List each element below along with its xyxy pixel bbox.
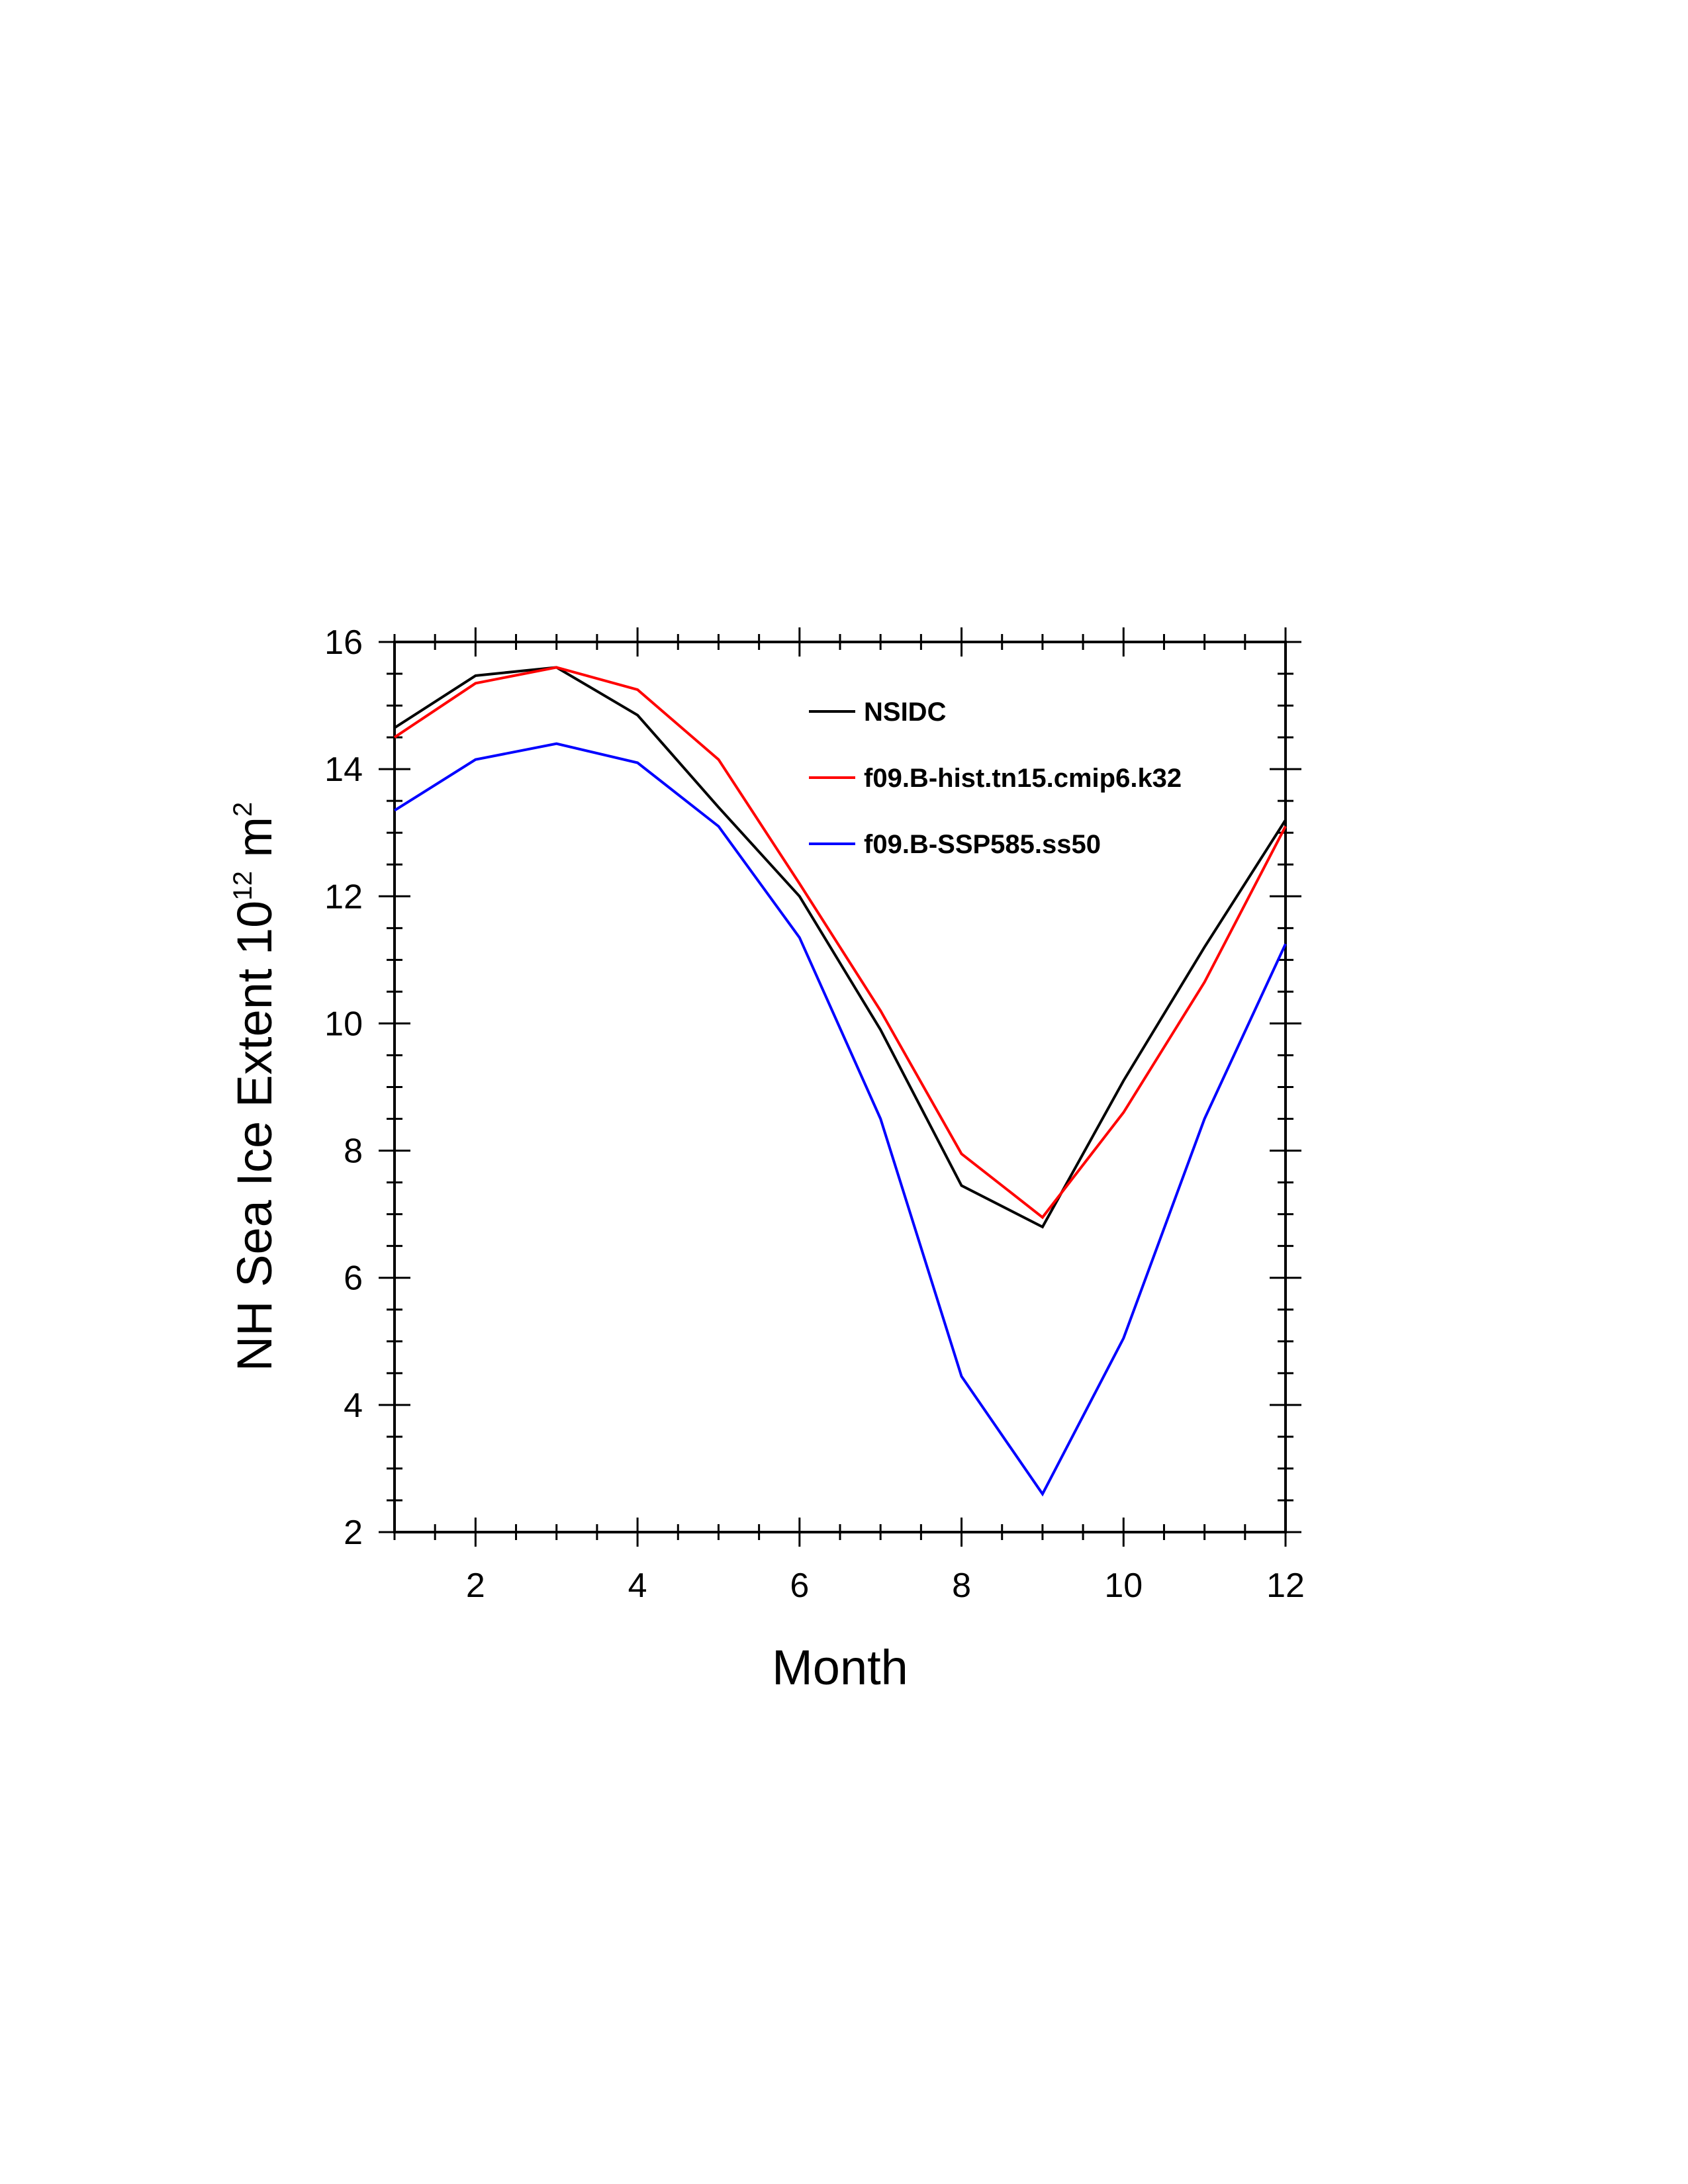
y-axis-title-main: NH Sea Ice Extent 10 [227, 901, 282, 1372]
y-axis-title: NH Sea Ice Extent 1012 m2 [227, 802, 282, 1372]
legend: NSIDC f09.B-hist.tn15.cmip6.k32 f09.B-SSP5… [809, 698, 1182, 859]
x-tick-label: 2 [466, 1567, 485, 1605]
x-tick-label: 4 [628, 1567, 647, 1605]
x-tick-label: 12 [1266, 1567, 1305, 1605]
legend-label: NSIDC [864, 698, 946, 727]
y-tick-label: 10 [324, 1005, 363, 1043]
legend-label: f09.B-SSP585.ss50 [864, 830, 1101, 859]
series-line-2 [393, 666, 1287, 1220]
series-line-3 [393, 742, 1287, 1497]
x-axis-title: Month [772, 1640, 908, 1695]
y-tick-label: 2 [344, 1514, 363, 1552]
x-tick-label: 6 [790, 1567, 809, 1605]
y-axis-title-exp1: 12 [228, 871, 258, 901]
series-lines [393, 666, 1287, 1497]
y-tick-label: 8 [344, 1132, 363, 1171]
y-tick-label: 4 [344, 1387, 363, 1425]
x-tick-label: 8 [952, 1567, 971, 1605]
ticks [379, 627, 1301, 1547]
y-tick-label: 16 [324, 623, 363, 662]
y-tick-label: 12 [324, 878, 363, 916]
y-tick-label: 6 [344, 1259, 363, 1298]
x-tick-label: 10 [1104, 1567, 1143, 1605]
legend-label: f09.B-hist.tn15.cmip6.k32 [864, 764, 1182, 793]
y-axis-title-exp2: 2 [228, 802, 258, 817]
tick-labels: 2 4 6 8 10 12 2 4 6 8 10 12 14 16 [324, 623, 1305, 1605]
y-axis-title-mid: m [227, 817, 282, 871]
y-tick-label: 14 [324, 751, 363, 789]
